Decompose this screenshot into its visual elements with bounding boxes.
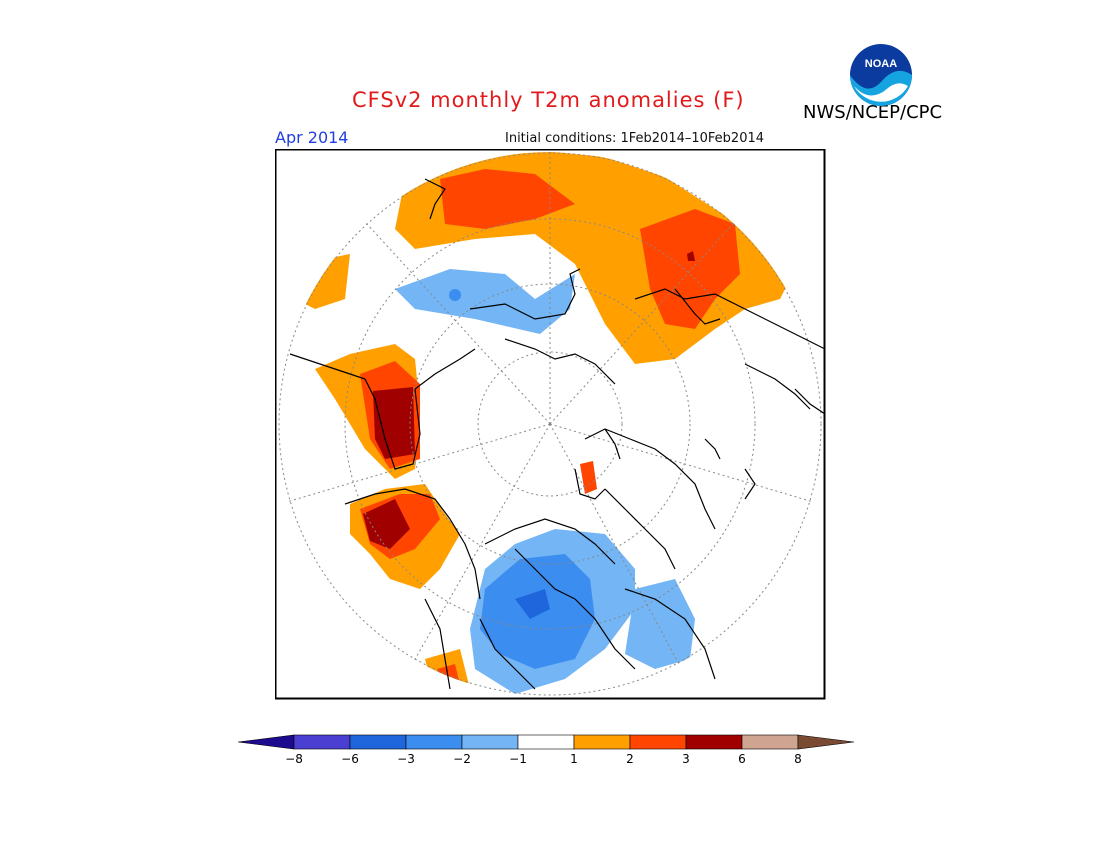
colorbar-segment (349, 734, 407, 750)
colorbar-segment (405, 734, 463, 750)
na-southeast-cold (625, 579, 695, 669)
siberia-strong-warm (440, 169, 575, 229)
colorbar-segment (517, 734, 575, 750)
colorbar-tick-label: 2 (626, 752, 634, 766)
colorbar-tick-label: −8 (285, 752, 303, 766)
colorbar-right-arrow (797, 734, 855, 750)
noaa-logo: NOAA (850, 44, 912, 106)
colorbar (238, 734, 855, 750)
na-east-cold-core (515, 589, 550, 619)
colorbar-tick-label: −1 (509, 752, 527, 766)
graticule (278, 152, 822, 696)
colorbar-segment (629, 734, 687, 750)
noaa-logo-text: NOAA (865, 58, 897, 70)
arctic-cold-anomaly (395, 269, 575, 334)
coastlines (289, 178, 825, 690)
colorbar-segment (573, 734, 631, 750)
siberia-strong-warm-east (640, 209, 740, 329)
colorbar-tick-label: −3 (397, 752, 415, 766)
greenland-dark-warm (373, 387, 415, 459)
colorbar-tick-label: −6 (341, 752, 359, 766)
colorbar-tick-label: −2 (453, 752, 471, 766)
chart-title: CFSv2 monthly T2m anomalies (F) (352, 88, 745, 112)
initial-conditions: Initial conditions: 1Feb2014–10Feb2014 (505, 131, 765, 146)
forecast-month: Apr 2014 (275, 128, 349, 147)
colorbar-segment (293, 734, 351, 750)
na-northwest-dark-warm (363, 499, 410, 549)
colorbar-segment (741, 734, 799, 750)
agency-label: NWS/NCEP/CPC (803, 102, 943, 123)
colorbar-segment (461, 734, 519, 750)
colorbar-segment (685, 734, 743, 750)
colorbar-tick-label: 1 (570, 752, 578, 766)
polar-map (275, 149, 826, 700)
colorbar-tick-label: 3 (682, 752, 690, 766)
colorbar-left-arrow (238, 734, 295, 750)
siberia-dark-warm-spot (687, 251, 695, 261)
colorbar-tick-label: 6 (738, 752, 746, 766)
colorbar-tick-label: 8 (794, 752, 802, 766)
scandinavia-warm (580, 461, 597, 494)
